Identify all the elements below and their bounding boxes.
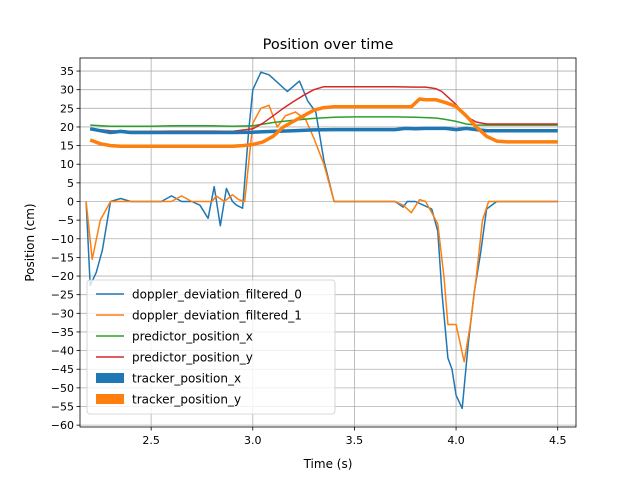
legend: doppler_deviation_filtered_0 doppler_devi…: [86, 279, 336, 415]
y-tick-label: −50: [51, 382, 74, 395]
legend-box: [86, 279, 336, 415]
series-line-doppler-deviation-filtered-1: [85, 104, 558, 363]
series-line-tracker-position-y: [89, 97, 558, 149]
legend-label: predictor_position_x: [132, 330, 253, 344]
legend-label: tracker_position_y: [132, 393, 241, 407]
y-tick-label: −5: [58, 214, 74, 227]
x-tick-label: 2.5: [142, 434, 160, 447]
y-tick-label: −60: [51, 419, 74, 432]
y-tick-label: 20: [60, 121, 74, 134]
plot-frame: [79, 57, 577, 428]
x-tick-label: 3.5: [346, 434, 364, 447]
y-tick-label: −10: [51, 233, 74, 246]
y-tick-label: 0: [67, 196, 74, 209]
y-tick-label: 10: [60, 158, 74, 171]
x-tick-label: 3.0: [244, 434, 262, 447]
x-axis-label: Time (s): [303, 457, 353, 471]
legend-swatch: [96, 394, 124, 404]
y-tick-label: −45: [51, 363, 74, 376]
y-tick-label: −15: [51, 251, 74, 264]
legend-label: predictor_position_y: [132, 351, 253, 365]
series-lines: [85, 71, 558, 410]
y-tick-label: 30: [60, 84, 74, 97]
legend-swatch: [96, 373, 124, 383]
series-line-doppler-deviation-filtered-0: [85, 71, 558, 410]
x-tick-label: 4.0: [447, 434, 465, 447]
y-axis-label: Position (cm): [23, 203, 37, 281]
legend-label: doppler_deviation_filtered_1: [132, 309, 302, 323]
legend-label: doppler_deviation_filtered_0: [132, 288, 302, 302]
y-tick-label: 35: [60, 65, 74, 78]
y-tick-label: −30: [51, 307, 74, 320]
series-line-tracker-position-x: [89, 126, 558, 135]
y-tick-label: −40: [51, 345, 74, 358]
y-tick-label: 15: [60, 140, 74, 153]
chart-title: Position over time: [263, 37, 394, 53]
y-tick-label: 25: [60, 102, 74, 115]
y-tick-label: −20: [51, 270, 74, 283]
legend-label: tracker_position_x: [132, 372, 241, 386]
axis-ticks: 2.5 3.0 3.5 4.0 4.5−60−55−50−45−40−35−30−25−…: [51, 65, 567, 447]
y-tick-label: −35: [51, 326, 74, 339]
y-tick-label: 5: [67, 177, 74, 190]
y-tick-label: −55: [51, 401, 74, 414]
x-tick-label: 4.5: [549, 434, 567, 447]
y-tick-label: −25: [51, 289, 74, 302]
